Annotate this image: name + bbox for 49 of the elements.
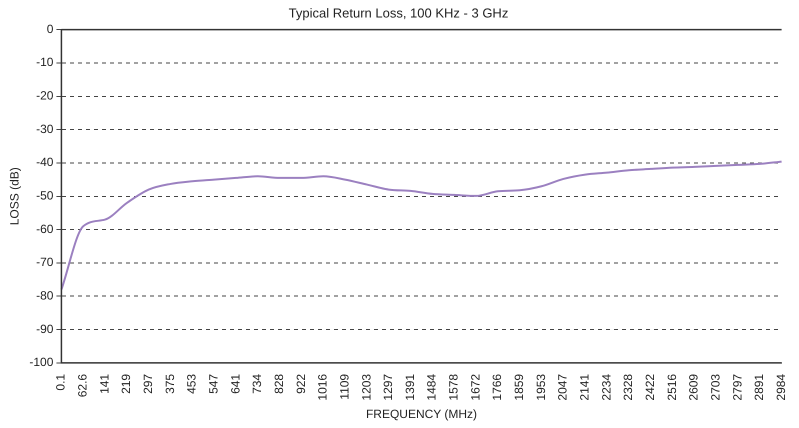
- x-tick-label: 2703: [708, 374, 722, 401]
- x-tick-label: 2422: [642, 374, 657, 401]
- x-tick-label: 2609: [686, 374, 701, 401]
- y-tick-label: -10: [36, 55, 54, 70]
- y-tick-label: -20: [36, 88, 54, 103]
- y-axis-title: LOSS (dB): [8, 167, 22, 226]
- x-tick-label: 1203: [359, 374, 374, 401]
- x-tick-label: 1953: [534, 374, 548, 401]
- x-tick-label: 2141: [578, 374, 592, 401]
- x-tick-label: 547: [206, 374, 220, 394]
- y-tick-label: -70: [36, 255, 54, 270]
- x-tick-label: 828: [272, 374, 286, 394]
- x-tick-label: 1578: [446, 374, 461, 401]
- y-tick-label: -50: [36, 188, 54, 203]
- x-tick-label: 922: [294, 374, 308, 394]
- x-tick-label: 641: [228, 374, 242, 394]
- x-tick-label: 219: [119, 374, 134, 394]
- x-tick-label: 1297: [381, 374, 396, 401]
- x-tick-label: 2984: [774, 374, 788, 401]
- y-tick-label: -40: [36, 155, 54, 170]
- x-tick-label: 0.1: [54, 374, 68, 391]
- x-axis-title: FREQUENCY (MHz): [366, 407, 478, 422]
- x-tick-label: 453: [184, 374, 199, 394]
- x-tick-label: 1859: [512, 374, 526, 401]
- x-tick-label: 2891: [752, 374, 766, 401]
- x-tick-label: 1766: [490, 374, 504, 401]
- x-tick-label: 141: [97, 374, 112, 394]
- x-tick-label: 2234: [599, 374, 614, 401]
- y-tick-label: 0: [46, 22, 54, 36]
- x-tick-label: 2328: [621, 374, 636, 401]
- chart-title: Typical Return Loss, 100 KHz - 3 GHz: [288, 5, 508, 20]
- x-tick-label: 1109: [337, 374, 352, 400]
- y-tick-label: -30: [36, 122, 54, 136]
- x-tick-label: 2047: [556, 374, 570, 401]
- x-tick-label: 1391: [402, 374, 417, 401]
- line-series: [60, 160, 783, 291]
- x-tick-label: 2516: [664, 374, 679, 401]
- x-tick-label: 734: [250, 374, 264, 394]
- y-tick-label: -60: [36, 222, 54, 236]
- y-tick-label: -90: [36, 322, 54, 336]
- x-tick-label: 297: [141, 374, 156, 394]
- x-tick-label: 375: [162, 374, 177, 394]
- y-tick-label: -80: [36, 288, 54, 303]
- x-tick-label: 1484: [424, 374, 439, 401]
- x-tick-label: 2797: [730, 374, 744, 401]
- x-tick-label: 62.6: [76, 374, 90, 398]
- x-tick-label: 1672: [468, 374, 482, 401]
- y-tick-label: -100: [29, 355, 54, 370]
- x-tick-label: 1016: [316, 374, 330, 401]
